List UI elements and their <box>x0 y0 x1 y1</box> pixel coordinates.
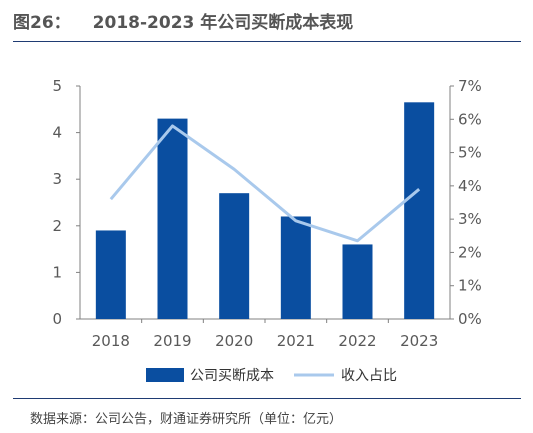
y-right-tick-label: 5% <box>458 144 482 162</box>
plot-area: 0 1 2 3 4 5 0% 1% 2% 3% 4% 5% 6% 7% 2018 2019 2020 2021 20… <box>52 77 481 350</box>
figure-title: 图26： 2018-2023 年公司买断成本表现 <box>13 8 353 33</box>
x-tick-label: 2021 <box>277 332 315 350</box>
x-tick-label: 2018 <box>92 332 130 350</box>
source-note: 数据来源：公司公告，财通证券研究所（单位：亿元） <box>30 412 343 427</box>
figure-title-text: 2018-2023 年公司买断成本表现 <box>92 13 354 33</box>
bar <box>157 118 188 320</box>
y-left-tick-label: 4 <box>52 124 62 142</box>
title-divider <box>13 41 521 42</box>
x-tick-label: 2019 <box>153 332 191 350</box>
bar <box>280 216 311 319</box>
y-right-tick-label: 4% <box>458 177 482 195</box>
line-series-income-share <box>109 124 421 243</box>
figure-number: 图26： <box>13 13 71 33</box>
legend-label-line: 收入占比 <box>341 368 397 384</box>
x-tick-label: 2022 <box>338 332 376 350</box>
y-right-tick-label: 3% <box>458 210 482 228</box>
x-tick-label: 2023 <box>400 332 438 350</box>
bar <box>342 244 373 319</box>
y-right-tick-label: 1% <box>458 277 482 295</box>
legend: 公司买断成本 收入占比 <box>146 368 397 384</box>
y-left-tick-label: 2 <box>52 217 62 235</box>
y-left-tick-label: 3 <box>52 170 62 188</box>
y-left-tick-label: 0 <box>52 310 62 328</box>
y-left-tick-label: 5 <box>52 77 62 95</box>
legend-label-bar: 公司买断成本 <box>190 368 274 384</box>
legend-swatch-bar <box>146 368 184 382</box>
bar <box>95 230 126 319</box>
y-right-tick-label: 2% <box>458 243 482 261</box>
bar <box>219 193 250 319</box>
y-left-tick-label: 1 <box>52 263 62 281</box>
x-tick-label: 2020 <box>215 332 253 350</box>
y-right-tick-label: 7% <box>458 77 482 95</box>
chart: 0 1 2 3 4 5 0% 1% 2% 3% 4% 5% 6% 7% 2018 2019 2020 2021 20… <box>52 77 481 384</box>
source-divider <box>13 398 521 399</box>
bar <box>404 102 435 319</box>
y-right-tick-label: 0% <box>458 310 482 328</box>
y-right-tick-label: 6% <box>458 110 482 128</box>
